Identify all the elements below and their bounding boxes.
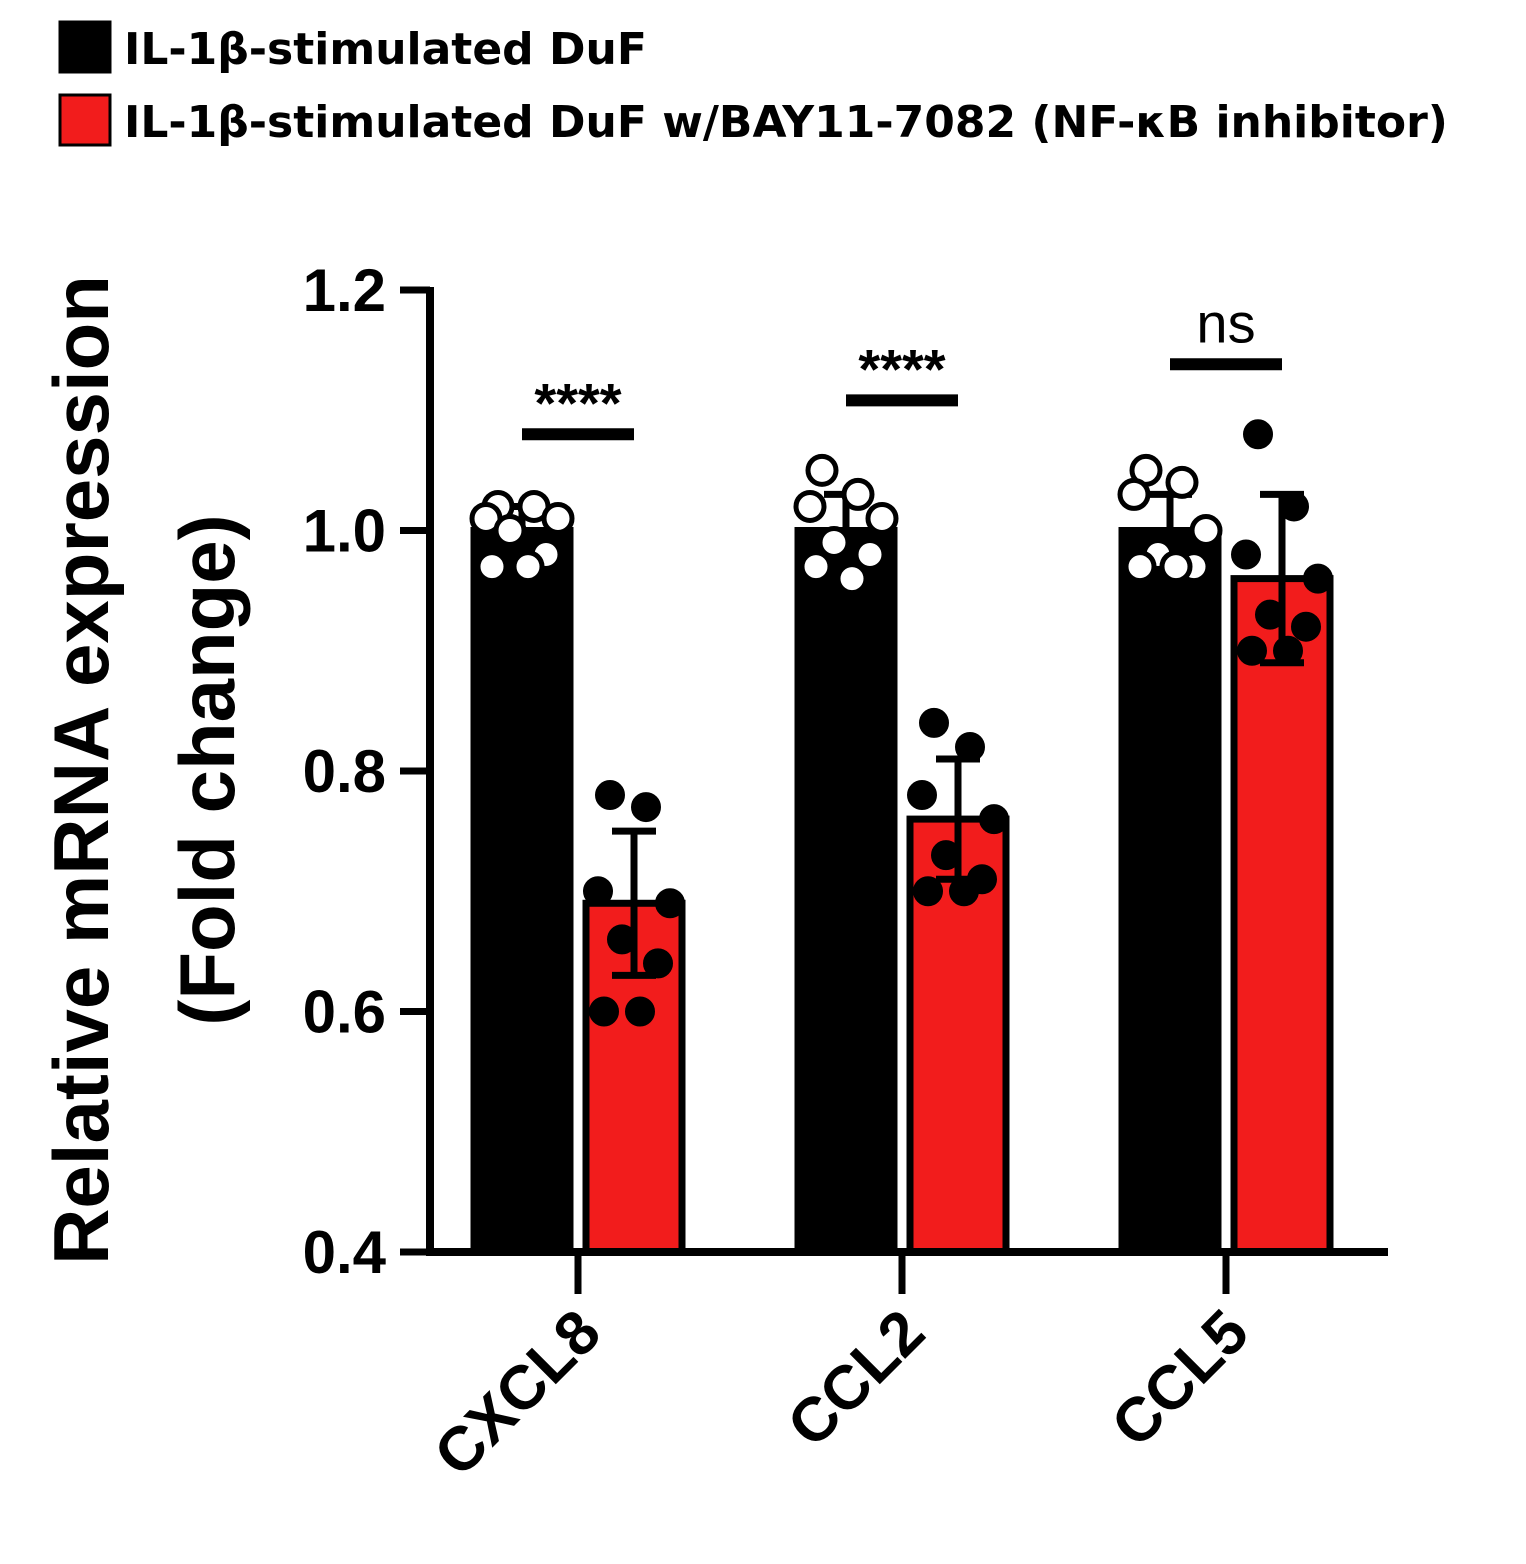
data-point-ccl2-series-1 [907,780,937,811]
data-point-ccl2-series-1 [979,804,1009,835]
data-point-ccl5-series-1 [1243,419,1273,450]
y-axis-title-line-1: Relative mRNA expression [37,275,125,1265]
data-point-ccl5-series-1 [1279,491,1309,522]
data-point-cxcl8-series-0 [493,514,527,547]
data-point-ccl5-series-1 [1303,563,1333,594]
y-axis-ticks: 0.4 0.6 0.8 1.0 1.2 [303,257,430,1286]
significance-label-cxcl8: **** [534,371,621,434]
data-point-ccl5-series-1 [1237,635,1267,666]
data-point-ccl2-series-0 [853,538,887,572]
data-point-cxcl8-series-1 [583,876,613,907]
significance-annotations: **** **** ns [522,291,1282,441]
data-point-ccl2-series-0 [799,550,833,584]
data-point-ccl2-series-0 [817,526,851,560]
data-point-ccl5-series-1 [1255,599,1285,630]
bar-cxcl8-series-0 [470,527,574,1256]
data-point-ccl5-series-1 [1291,611,1321,642]
y-tick-label: 1.2 [303,257,386,324]
data-point-ccl2-series-0 [841,477,875,511]
y-tick-label: 0.8 [303,738,386,805]
data-point-ccl2-series-0 [793,489,827,523]
legend: IL-1β-stimulated DuF IL-1β-stimulated Du… [58,20,1448,148]
y-axis-title-line-2: (Fold change) [163,514,251,1025]
data-point-ccl2-series-1 [913,876,943,907]
y-tick-label: 0.4 [303,1219,387,1286]
x-tick-label-ccl5: CCL5 [1099,1297,1262,1460]
data-point-ccl5-series-0 [1117,477,1151,511]
data-point-ccl2-series-0 [865,501,899,535]
data-point-cxcl8-series-1 [589,996,619,1027]
x-tick-label-cxcl8: CXCL8 [421,1297,614,1490]
data-point-cxcl8-series-1 [643,948,673,979]
x-tick-label-ccl2: CCL2 [775,1297,938,1460]
data-point-ccl5-series-1 [1273,635,1303,666]
data-points [469,419,1333,1027]
y-tick-label: 0.6 [303,979,386,1046]
data-point-ccl5-series-0 [1189,514,1223,547]
data-point-ccl2-series-0 [805,453,839,487]
data-point-ccl5-series-0 [1165,465,1199,499]
data-point-cxcl8-series-1 [655,888,685,919]
data-point-ccl2-series-1 [931,840,961,871]
data-point-cxcl8-series-1 [607,924,637,955]
data-point-ccl5-series-1 [1231,539,1261,570]
data-point-ccl5-series-0 [1123,550,1157,584]
data-point-ccl2-series-0 [835,562,869,596]
x-axis-labels: CXCL8 CCL2 CCL5 [421,1297,1262,1490]
data-point-ccl5-series-0 [1159,550,1193,584]
significance-label-ccl2: **** [858,337,945,400]
data-point-cxcl8-series-1 [631,792,661,823]
legend-swatch-1 [58,93,112,147]
data-point-cxcl8-series-0 [541,501,575,535]
legend-label-0: IL-1β-stimulated DuF [124,24,647,75]
legend-label-1: IL-1β-stimulated DuF w/BAY11-7082 (NF-κB… [124,97,1448,148]
significance-label-ccl5: ns [1196,291,1255,354]
data-point-ccl2-series-1 [949,876,979,907]
data-point-cxcl8-series-0 [475,550,509,584]
axes [426,287,1388,1294]
data-point-cxcl8-series-1 [625,996,655,1027]
y-tick-label: 1.0 [303,498,386,565]
data-point-cxcl8-series-1 [595,780,625,811]
data-point-ccl2-series-1 [919,707,949,738]
bar-ccl5-series-0 [1118,527,1222,1256]
y-axis-title: Relative mRNA expression (Fold change) [37,275,251,1265]
data-point-cxcl8-series-0 [511,550,545,584]
legend-swatch-0 [58,20,112,74]
bar-ccl5-series-1 [1230,575,1334,1256]
data-point-ccl2-series-1 [955,731,985,762]
bar-ccl2-series-0 [794,527,898,1256]
